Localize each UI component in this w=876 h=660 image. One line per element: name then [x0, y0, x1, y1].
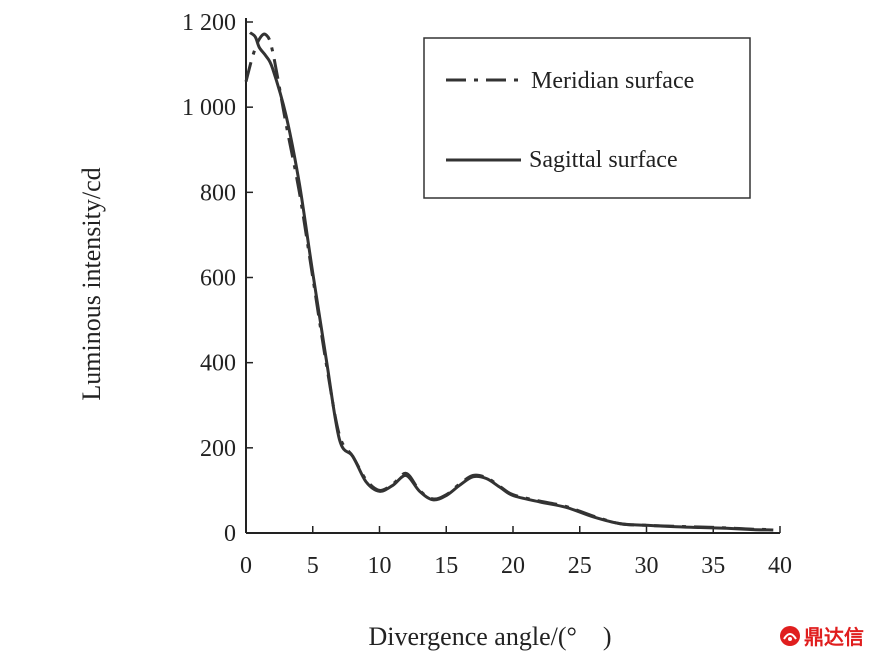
y-tick-label: 800 — [200, 180, 236, 206]
legend-label-sagittal: Sagittal surface — [529, 147, 678, 173]
x-tick-label: 0 — [240, 553, 252, 579]
legend: Meridian surface Sagittal surface — [423, 37, 751, 199]
x-tick-label: 35 — [701, 553, 725, 579]
series-line-sagittal-surface — [249, 31, 774, 532]
axes-frame — [245, 18, 780, 534]
y-tick-label: 200 — [200, 436, 236, 462]
y-tick-label: 400 — [200, 351, 236, 377]
y-axis-label: Luminous intensity/cd — [77, 167, 106, 400]
y-tick-label: 600 — [200, 266, 236, 292]
x-tick-label: 15 — [434, 553, 458, 579]
series-line-meridian-surface — [244, 32, 774, 532]
x-tick-label: 5 — [307, 553, 319, 579]
x-tick-label: 25 — [568, 553, 592, 579]
x-tick-label: 40 — [768, 553, 792, 579]
legend-label-meridian: Meridian surface — [531, 68, 694, 94]
y-tick-label: 0 — [224, 521, 236, 547]
x-tick-label: 20 — [501, 553, 525, 579]
watermark-text: 鼎达信 — [804, 625, 864, 649]
y-tick-label: 1 000 — [182, 95, 236, 121]
y-tick-label: 1 200 — [182, 10, 236, 36]
legend-box — [423, 37, 751, 199]
x-tick-label: 30 — [635, 553, 659, 579]
watermark-logo-icon — [780, 625, 800, 646]
watermark: 鼎达信 — [779, 621, 864, 650]
x-axis-label: Divergence angle/(° ) — [368, 622, 611, 651]
x-tick-label: 10 — [368, 553, 392, 579]
series-layer — [244, 31, 774, 532]
